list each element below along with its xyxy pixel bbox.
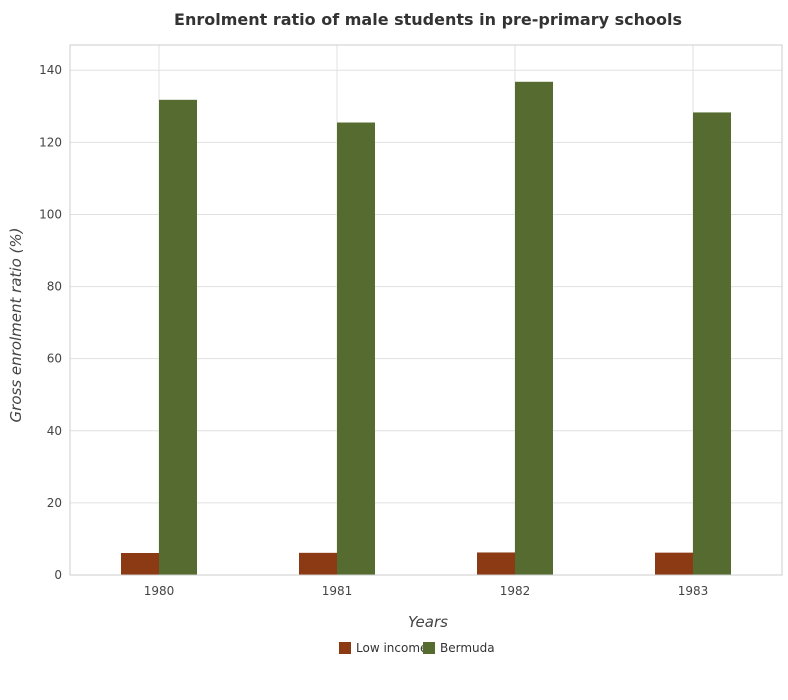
y-tick-label: 80: [47, 280, 62, 294]
ticks: 0 20 40 60 80 100 120 140 1980 1981 1982 1983: [39, 63, 708, 598]
y-tick-label: 60: [47, 352, 62, 366]
y-tick-label: 20: [47, 496, 62, 510]
legend-label-bermuda: Bermuda: [440, 641, 495, 655]
y-tick-label: 120: [39, 135, 62, 149]
legend-label-low-income: Low income: [356, 641, 427, 655]
x-tick-label: 1981: [322, 584, 353, 598]
axes: [69, 44, 783, 576]
y-tick-label: 140: [39, 63, 62, 77]
bar-bermuda-1983: [693, 112, 731, 576]
plot-frame: [69, 44, 783, 576]
legend-swatch-bermuda: [423, 642, 435, 654]
x-axis-label: Years: [408, 613, 448, 631]
bar-low-income-1981: [299, 552, 337, 575]
y-tick-label: 0: [54, 568, 62, 582]
bar-bermuda-1982: [515, 81, 553, 575]
bar-low-income-1983: [655, 552, 693, 575]
x-tick-label: 1982: [500, 584, 531, 598]
legend-swatch-low-income: [339, 642, 351, 654]
bar-low-income-1980: [121, 553, 159, 575]
y-tick-label: 40: [47, 424, 62, 438]
y-axis-label: Gross enrolment ratio (%): [7, 228, 25, 423]
bars: [121, 81, 731, 576]
bar-low-income-1982: [477, 552, 515, 575]
y-tick-label: 100: [39, 207, 62, 221]
x-tick-label: 1980: [144, 584, 175, 598]
bar-bermuda-1980: [159, 99, 197, 575]
legend: Low income Bermuda: [339, 641, 495, 655]
bar-bermuda-1981: [337, 122, 375, 576]
chart-title: Enrolment ratio of male students in pre-…: [174, 10, 682, 29]
x-tick-label: 1983: [678, 584, 709, 598]
